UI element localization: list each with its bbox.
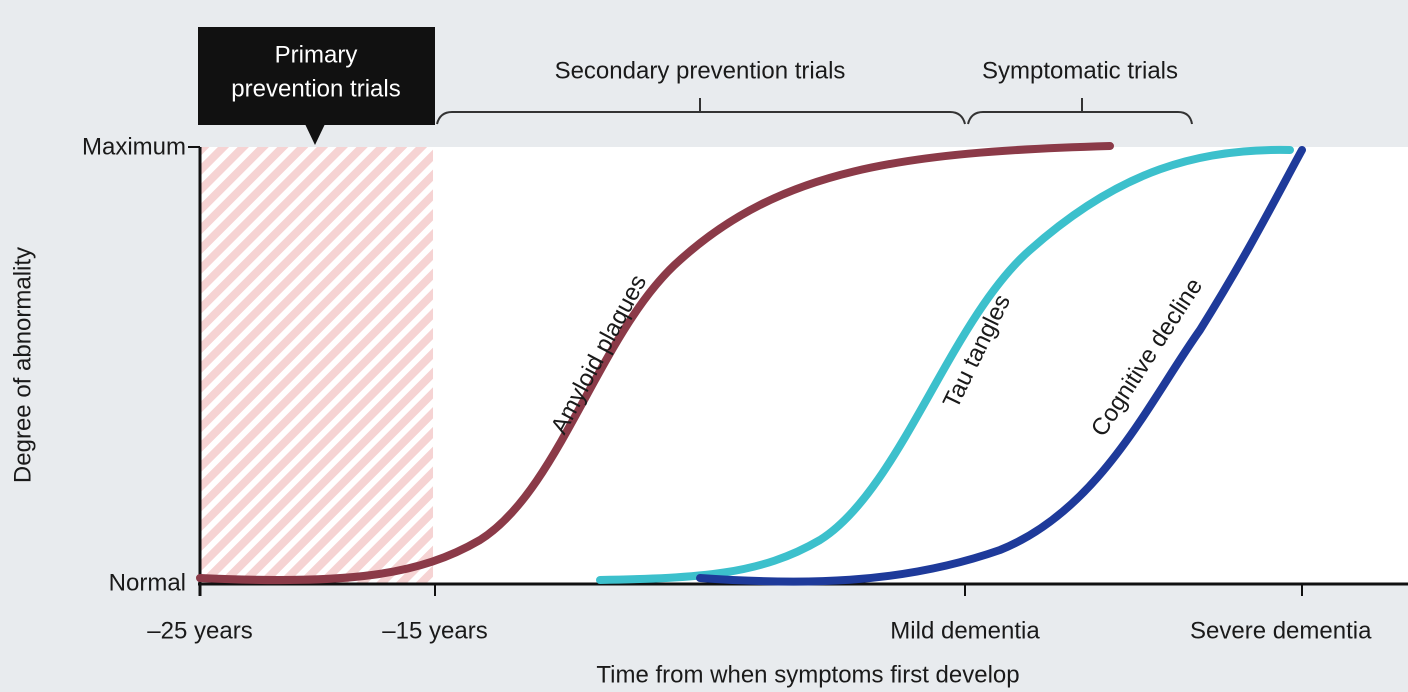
secondary-label: Secondary prevention trials: [555, 57, 846, 84]
secondary-bracket: [436, 98, 966, 125]
y-top-label: Maximum: [82, 133, 186, 160]
primary-box: [198, 27, 435, 125]
primary-region: [200, 147, 433, 584]
x-label: –15 years: [382, 617, 487, 644]
primary-label: Primary: [275, 41, 358, 68]
x-axis-title: Time from when symptoms first develop: [596, 661, 1019, 688]
primary-pointer: [305, 124, 325, 145]
y-bottom-label: Normal: [109, 569, 186, 596]
symptomatic-label: Symptomatic trials: [982, 57, 1178, 84]
symptomatic-bracket: [967, 98, 1193, 125]
x-label: Mild dementia: [890, 617, 1040, 644]
y-axis-title: Degree of abnormality: [9, 247, 36, 483]
primary-label: prevention trials: [231, 75, 400, 102]
x-label: –25 years: [147, 617, 252, 644]
tau-curve: [596, 145, 1294, 584]
x-label: Severe dementia: [1190, 617, 1372, 644]
cognitive-curve: [696, 146, 1306, 586]
amyloid-curve: [196, 142, 1114, 585]
